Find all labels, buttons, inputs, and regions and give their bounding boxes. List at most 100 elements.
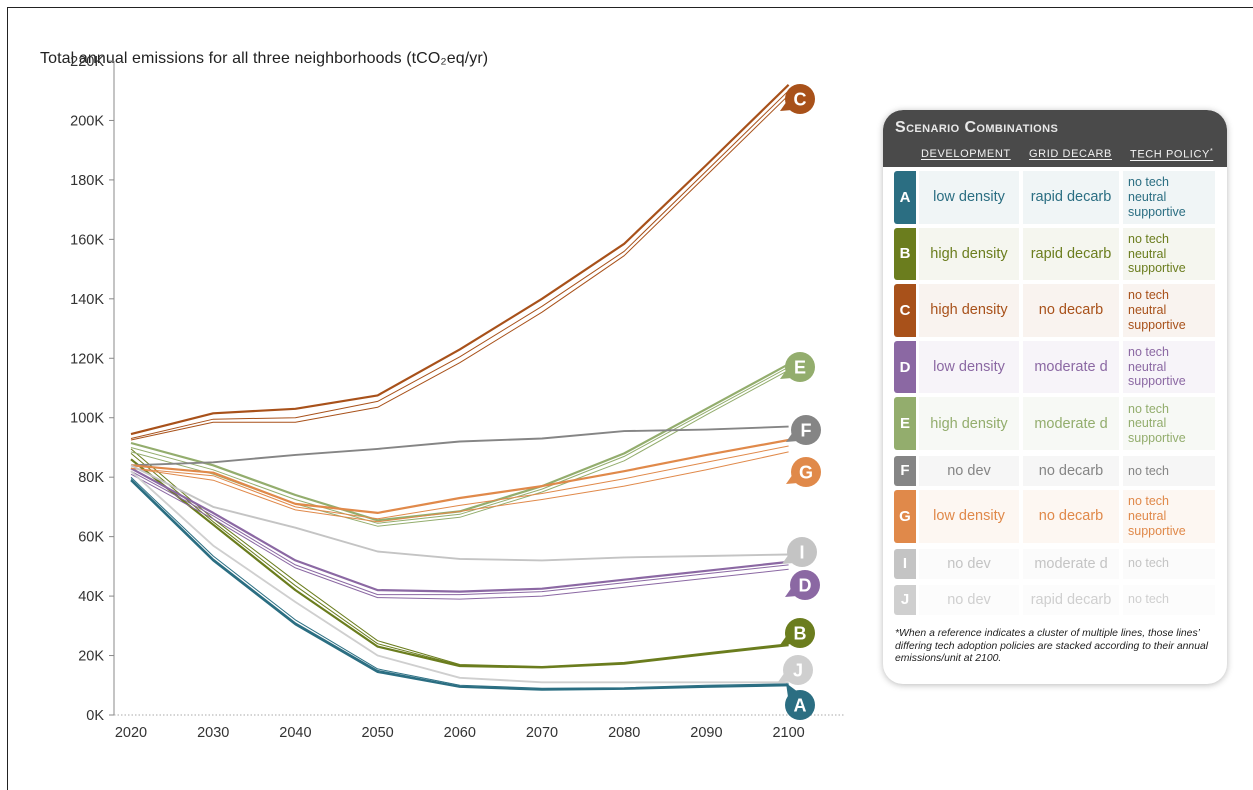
chart-title: Total annual emissions for all three nei… bbox=[40, 50, 489, 67]
marker-circle bbox=[791, 457, 821, 487]
column-grid-decarb: GRID DECARB bbox=[1029, 148, 1112, 160]
series-line-c bbox=[130, 84, 790, 436]
y-tick-label: 20K bbox=[78, 649, 104, 665]
marker-circle bbox=[783, 655, 813, 685]
y-tick-label: 220K bbox=[70, 54, 104, 70]
legend-row-grid-decarb: moderate d bbox=[1023, 548, 1119, 579]
marker-circle bbox=[785, 690, 815, 720]
marker-circle bbox=[785, 84, 815, 114]
marker-letter: G bbox=[799, 463, 813, 483]
x-tick-label: 2050 bbox=[361, 725, 393, 741]
x-tick-label: 2040 bbox=[279, 725, 311, 741]
legend-row-letter: B bbox=[894, 227, 916, 281]
series-line-d bbox=[130, 470, 789, 596]
y-tick-label: 60K bbox=[78, 530, 104, 546]
legend-row-tech-policy: no tech neutral supportive bbox=[1123, 284, 1215, 337]
marker-circle bbox=[791, 415, 821, 445]
legend-row-letter: G bbox=[894, 489, 916, 543]
legend-row-letter: E bbox=[894, 397, 916, 450]
legend-row-development: high density bbox=[919, 284, 1019, 337]
marker-circle bbox=[787, 537, 817, 567]
legend-row-development: low density bbox=[919, 340, 1019, 394]
legend-row-tech-policy: no tech neutral supportive bbox=[1123, 227, 1215, 281]
y-tick-label: 80K bbox=[78, 470, 104, 486]
end-marker-e: E bbox=[780, 352, 815, 382]
marker-letter: F bbox=[801, 421, 812, 441]
chart-series bbox=[130, 84, 790, 691]
y-tick-label: 200K bbox=[70, 113, 104, 129]
figure-frame bbox=[7, 7, 1253, 790]
chart-end-markers: A B C D E F G I J bbox=[778, 84, 821, 720]
series-line-b bbox=[130, 453, 789, 668]
legend-row-development: no dev bbox=[919, 455, 1019, 486]
legend-row-letter: I bbox=[894, 548, 916, 579]
legend-row-grid-decarb: no decarb bbox=[1023, 284, 1119, 337]
legend-row-letter: A bbox=[894, 171, 916, 224]
end-marker-a: A bbox=[785, 683, 815, 720]
end-marker-f: F bbox=[786, 415, 821, 445]
column-tech-policy: TECH POLICY* bbox=[1130, 148, 1214, 161]
y-tick-label: 180K bbox=[70, 173, 104, 189]
end-marker-i: I bbox=[782, 537, 817, 567]
series-line-a bbox=[130, 478, 789, 690]
legend-row-grid-decarb: rapid decarb bbox=[1023, 171, 1119, 224]
x-tick-label: 2090 bbox=[690, 725, 722, 741]
series-line-i bbox=[130, 464, 789, 562]
marker-letter: C bbox=[794, 90, 807, 110]
y-tick-label: 120K bbox=[70, 351, 104, 367]
x-tick-label: 2080 bbox=[608, 725, 640, 741]
legend-footnote: *When a reference indicates a cluster of… bbox=[895, 628, 1209, 665]
end-marker-b: B bbox=[780, 618, 815, 648]
series-line-a bbox=[130, 479, 789, 691]
scenario-legend: Scenario Combinations DEVELOPMENT GRID D… bbox=[883, 110, 1227, 684]
legend-row-tech-policy: no tech neutral supportive bbox=[1123, 340, 1215, 394]
end-marker-j: J bbox=[778, 655, 813, 685]
y-tick-label: 0K bbox=[86, 708, 104, 724]
series-line-b bbox=[130, 448, 789, 667]
legend-row-grid-decarb: no decarb bbox=[1023, 455, 1119, 486]
marker-circle bbox=[790, 570, 820, 600]
series-line-g bbox=[130, 445, 789, 520]
legend-row-tech-policy: no tech neutral supportive bbox=[1123, 397, 1215, 450]
legend-row-development: no dev bbox=[919, 548, 1019, 579]
marker-circle bbox=[785, 352, 815, 382]
y-tick-label: 140K bbox=[70, 292, 104, 308]
end-marker-c: C bbox=[780, 84, 815, 114]
series-line-d bbox=[130, 473, 789, 600]
legend-row-tech-policy: no tech neutral supportive bbox=[1123, 171, 1215, 224]
series-line-f bbox=[130, 425, 789, 467]
marker-letter: I bbox=[799, 543, 804, 563]
legend-row-grid-decarb: rapid decarb bbox=[1023, 584, 1119, 615]
legend-row-tech-policy: no tech bbox=[1123, 455, 1215, 486]
legend-row-letter: J bbox=[894, 584, 916, 615]
marker-letter: E bbox=[794, 358, 806, 378]
column-development: DEVELOPMENT bbox=[921, 148, 1011, 160]
legend-row-development: low density bbox=[919, 171, 1019, 224]
series-line-e bbox=[130, 369, 789, 527]
legend-row-development: high density bbox=[919, 397, 1019, 450]
legend-column-headers: DEVELOPMENT GRID DECARB TECH POLICY* bbox=[883, 146, 1227, 164]
x-tick-label: 2070 bbox=[526, 725, 558, 741]
legend-row-grid-decarb: moderate d bbox=[1023, 340, 1119, 394]
end-marker-d: D bbox=[785, 570, 820, 600]
legend-title: Scenario Combinations bbox=[895, 119, 1059, 136]
series-line-e bbox=[130, 366, 789, 524]
legend-row-letter: D bbox=[894, 340, 916, 394]
legend-row-grid-decarb: rapid decarb bbox=[1023, 227, 1119, 281]
legend-row-grid-decarb: moderate d bbox=[1023, 397, 1119, 450]
x-tick-label: 2060 bbox=[444, 725, 476, 741]
legend-row-development: no dev bbox=[919, 584, 1019, 615]
legend-header: Scenario Combinations DEVELOPMENT GRID D… bbox=[883, 110, 1227, 167]
legend-row-tech-policy: no tech bbox=[1123, 548, 1215, 579]
legend-row-tech-policy: no tech bbox=[1123, 584, 1215, 615]
marker-circle bbox=[785, 618, 815, 648]
series-line-a bbox=[130, 476, 789, 689]
